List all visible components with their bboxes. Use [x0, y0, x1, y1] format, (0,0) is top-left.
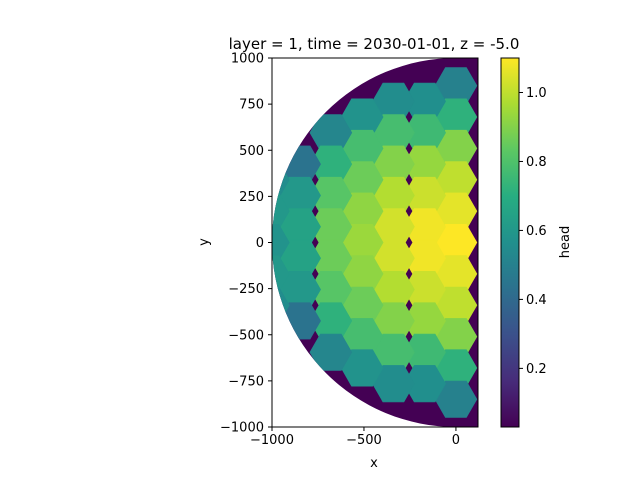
- y-tick-label: −750: [228, 374, 264, 389]
- colorbar-tick-label: 0.6: [526, 224, 547, 239]
- domain-region: [272, 58, 478, 427]
- x-tick-label: −500: [346, 433, 382, 448]
- y-tick-label: 0: [256, 236, 264, 251]
- y-tick-label: −1000: [220, 421, 264, 436]
- colorbar-tick-label: 0.4: [526, 293, 547, 308]
- x-axis-label: x: [370, 456, 378, 471]
- hex-cells: [272, 67, 478, 418]
- colorbar-ticks: 0.2 0.4 0.6 0.8 1.0: [519, 86, 547, 377]
- x-tick-label: 0: [452, 433, 460, 448]
- colorbar-tick-label: 0.8: [526, 155, 547, 170]
- x-tick-label: −1000: [250, 433, 294, 448]
- colorbar-tick-label: 0.2: [526, 362, 547, 377]
- hex-cell: [309, 333, 353, 371]
- chart-title: layer = 1, time = 2030-01-01, z = -5.0: [229, 35, 520, 53]
- y-axis-label: y: [197, 238, 212, 246]
- colorbar-tick-label: 1.0: [526, 86, 547, 101]
- colorbar-gradient: [500, 57, 520, 428]
- x-axis: −1000 −500 0: [250, 427, 460, 448]
- y-tick-label: −500: [228, 328, 264, 343]
- y-tick-label: −250: [228, 282, 264, 297]
- y-tick-label: 1000: [231, 52, 264, 67]
- y-tick-label: 750: [239, 98, 264, 113]
- y-axis: 1000 750 500 250 0 −250 −500 −750 −1000: [220, 52, 272, 436]
- plot-area: [271, 57, 479, 428]
- colorbar-label: head: [558, 226, 573, 258]
- colorbar: 0.2 0.4 0.6 0.8 1.0 head: [500, 57, 573, 428]
- y-tick-label: 500: [239, 144, 264, 159]
- y-tick-label: 250: [239, 190, 264, 205]
